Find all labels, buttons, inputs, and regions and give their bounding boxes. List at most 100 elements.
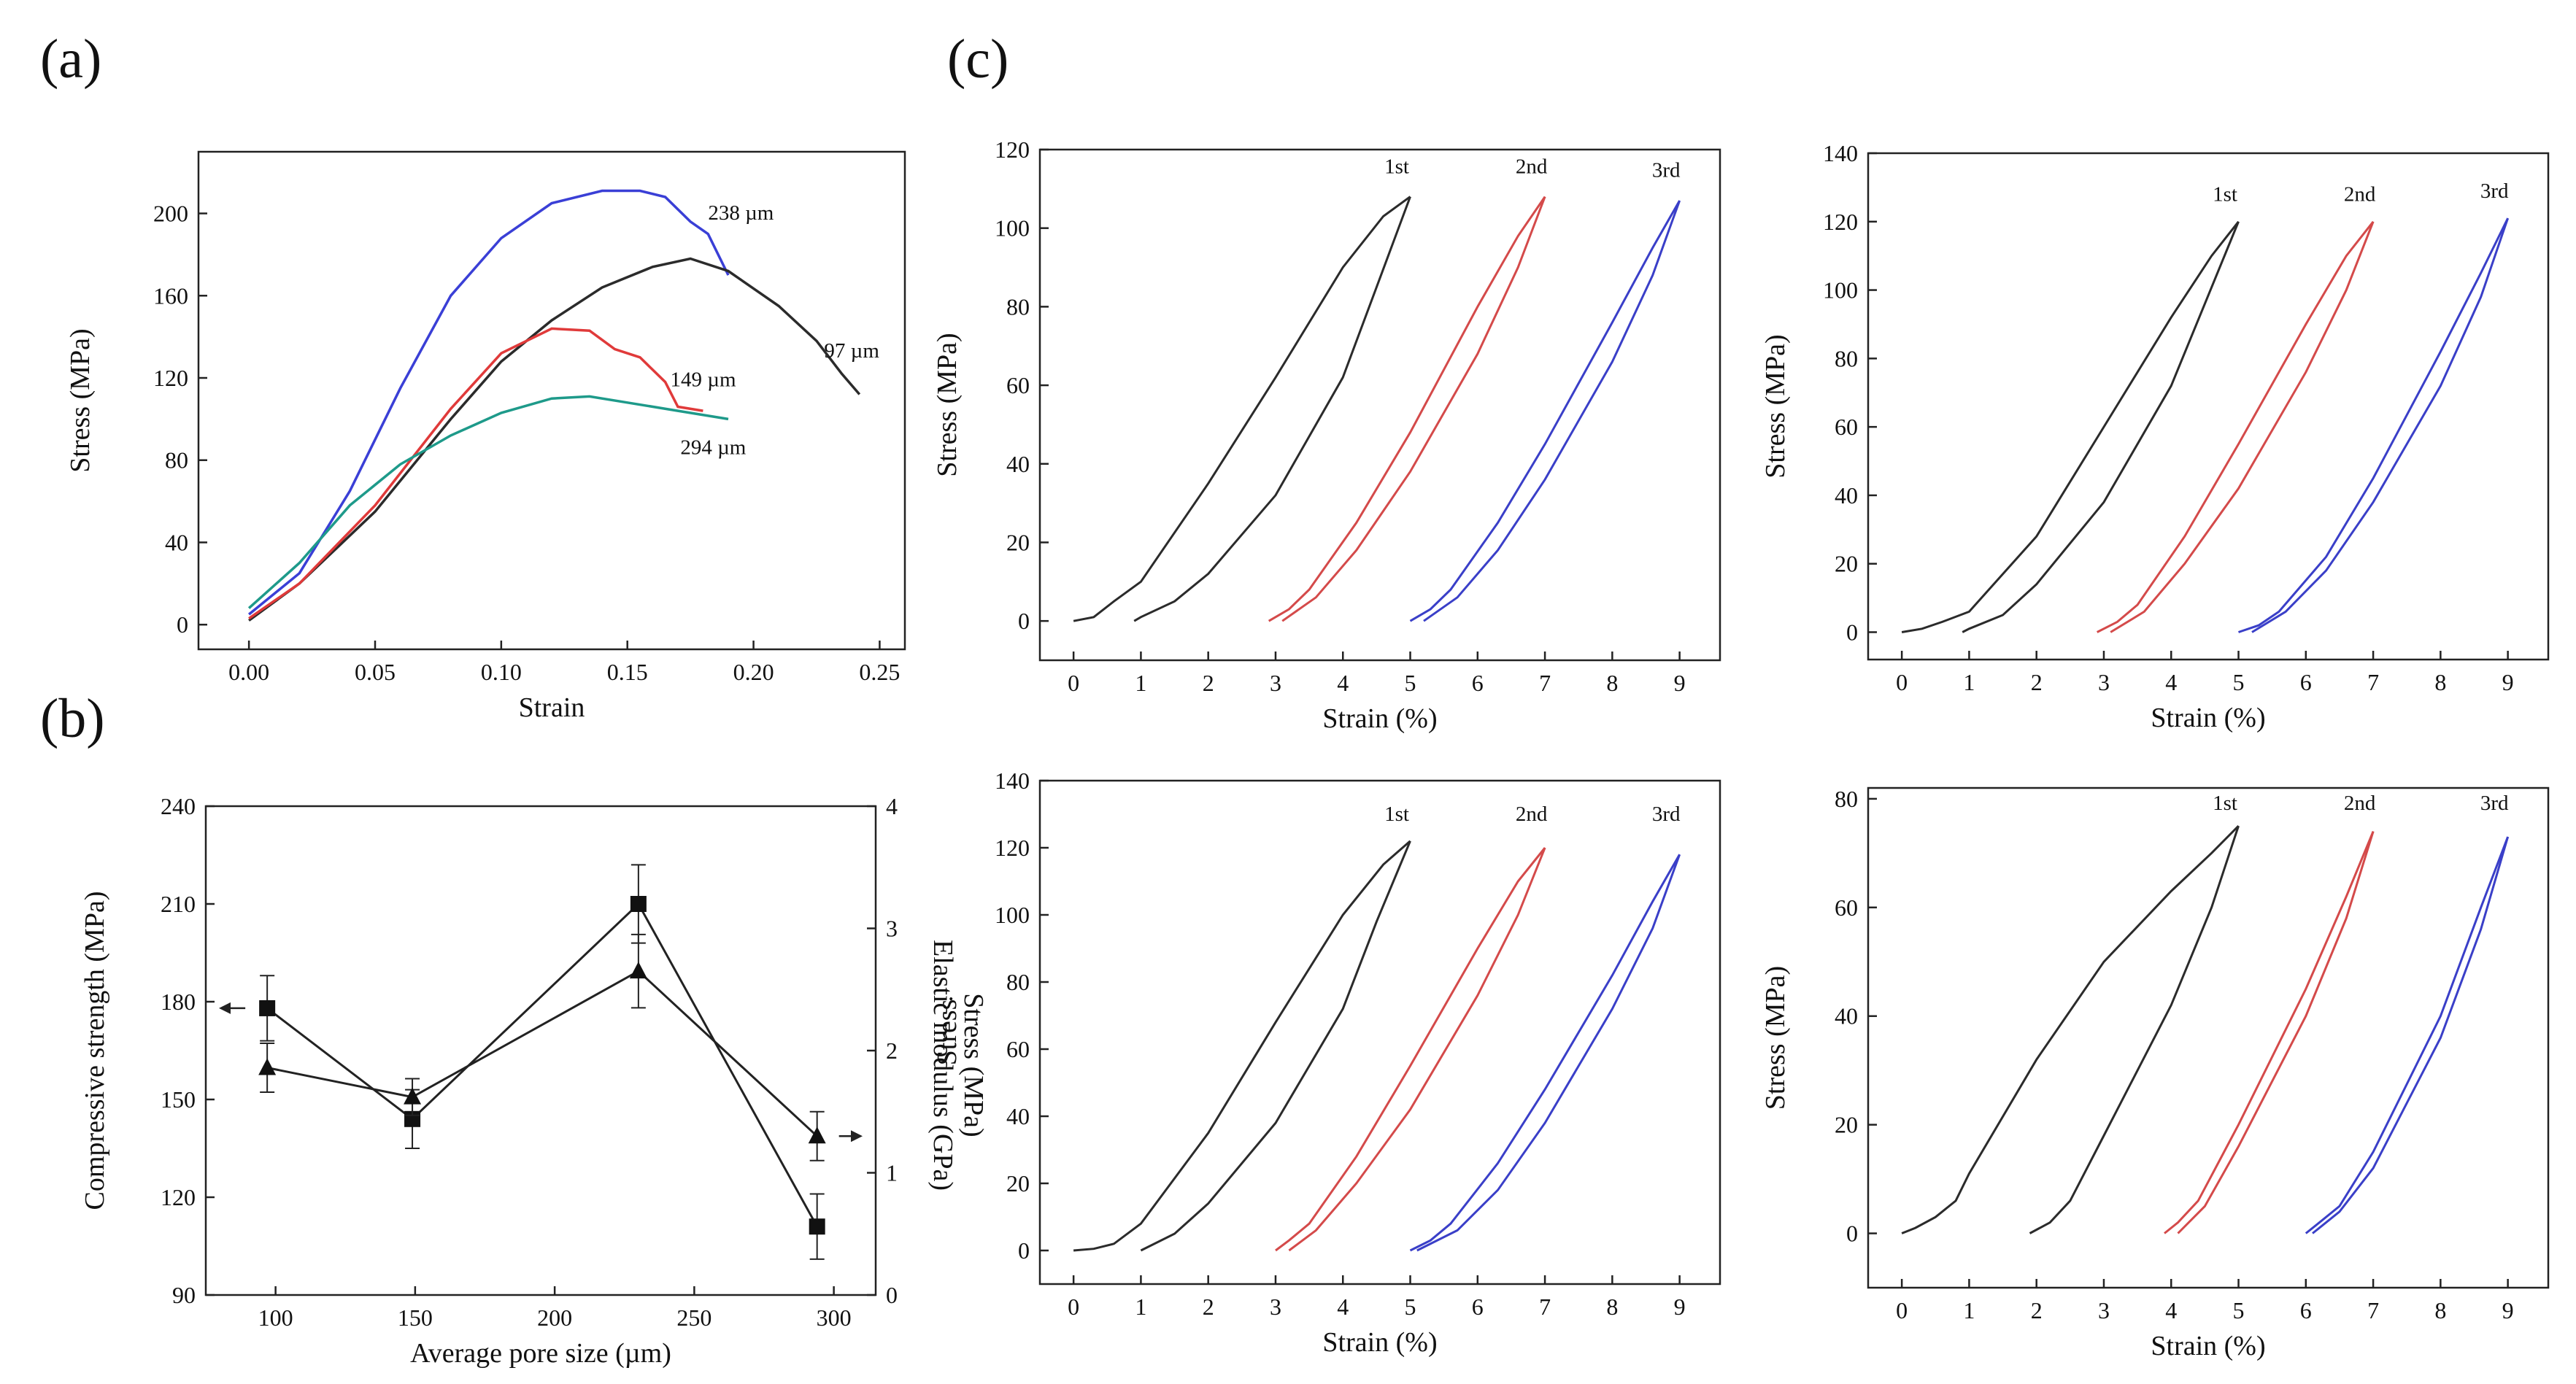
marker-triangle (404, 1087, 422, 1105)
x-tick-label-c3: 1 (1135, 1294, 1146, 1320)
series-label: 149 µm (670, 368, 736, 391)
y-tick-label-c2: 80 (1835, 345, 1858, 371)
cycle-label: 1st (1384, 155, 1409, 178)
y-tick-label-a: 80 (165, 447, 188, 473)
x-axis-label-c1: Strain (%) (1322, 703, 1437, 734)
cycle-unload-1 (2177, 831, 2375, 1234)
x-tick-label-c4: 6 (2300, 1297, 2312, 1323)
panel-label-a: (a) (40, 28, 102, 90)
x-tick-label-c1: 6 (1472, 670, 1484, 696)
x-axis-label-b: Average pore size (µm) (410, 1338, 671, 1369)
x-tick-label-c4: 8 (2434, 1297, 2446, 1323)
x-tick-label-c4: 9 (2502, 1297, 2514, 1323)
x-tick-label-c2: 1 (1963, 669, 1975, 695)
cycle-label: 2nd (1516, 155, 1548, 178)
x-tick-label-c2: 2 (2031, 669, 2043, 695)
x-tick-label-c3: 7 (1539, 1294, 1551, 1320)
y-right-tick-label: 1 (886, 1160, 898, 1186)
x-tick-label-b: 250 (676, 1304, 712, 1331)
x-tick-label-c2: 3 (2098, 669, 2110, 695)
x-tick-label-b: 150 (398, 1304, 433, 1331)
y-tick-label-b: 150 (161, 1086, 196, 1113)
cycle-load-2 (2238, 217, 2509, 633)
y-tick-label-c2: 0 (1846, 619, 1858, 645)
y-tick-label-c1: 100 (995, 215, 1030, 241)
x-tick-label-c3: 9 (1674, 1294, 1686, 1320)
x-tick-label-b: 200 (537, 1304, 572, 1331)
x-axis-label-a: Strain (519, 692, 585, 723)
y-axis-label-c4: Stress (MPa) (1760, 966, 1791, 1110)
x-tick-label-a: 0.25 (859, 659, 900, 685)
series-line-1 (248, 257, 861, 622)
cycle-label: 2nd (1516, 803, 1548, 826)
x-tick-label-a: 0.20 (733, 659, 774, 685)
y-tick-label-a: 160 (153, 282, 188, 309)
x-tick-label-c4: 7 (2367, 1297, 2379, 1323)
y-tick-label-c4: 80 (1835, 786, 1858, 812)
cycle-unload-1 (2110, 221, 2375, 633)
plot-frame-c3 (1038, 779, 1721, 1286)
series-line-2 (248, 327, 703, 620)
y-tick-label-b: 120 (161, 1184, 196, 1210)
y-tick-label-a: 40 (165, 529, 188, 555)
marker-square (259, 1000, 276, 1016)
series-label: 97 µm (824, 339, 879, 363)
y-tick-label-c3: 60 (1006, 1036, 1030, 1062)
cycle-load-2 (1409, 854, 1681, 1252)
y-tick-label-c4: 60 (1835, 894, 1858, 921)
cycle-unload-2 (2312, 836, 2510, 1234)
y-tick-label-c4: 20 (1835, 1112, 1858, 1138)
y-tick-label-c2: 100 (1823, 277, 1858, 304)
x-tick-label-c1: 5 (1405, 670, 1416, 696)
x-tick-label-c2: 7 (2367, 669, 2379, 695)
cycle-load-0 (1901, 825, 2240, 1234)
marker-triangle (629, 962, 647, 979)
y-tick-label-c1: 80 (1006, 293, 1030, 320)
x-tick-label-c4: 0 (1896, 1297, 1908, 1323)
series-line-0 (247, 189, 730, 616)
cycle-unload-2 (1416, 854, 1681, 1252)
cycle-load-1 (2164, 831, 2375, 1234)
y-tick-label-a: 120 (153, 365, 188, 391)
x-axis-label-c3: Strain (%) (1322, 1327, 1437, 1358)
marker-triangle (258, 1058, 277, 1075)
cycle-unload-1 (1288, 847, 1546, 1252)
x-tick-label-c4: 1 (1963, 1297, 1975, 1323)
x-tick-label-a: 0.15 (607, 659, 648, 685)
x-tick-label-b: 100 (258, 1304, 293, 1331)
series-line-1 (266, 970, 818, 1137)
marker-square (809, 1218, 825, 1235)
plot-frame-a (197, 150, 906, 651)
cycle-label: 1st (2213, 792, 2237, 815)
right-axis-arrowhead (851, 1130, 863, 1143)
y-axis-label-b: Compressive strength (MPa) (80, 892, 110, 1210)
y-right-tick-label: 3 (886, 916, 898, 942)
y-right-tick-label: 0 (886, 1282, 898, 1308)
x-tick-label-c1: 3 (1270, 670, 1281, 696)
x-axis-label-c4: Strain (%) (2151, 1331, 2265, 1361)
y-tick-label-c2: 40 (1835, 482, 1858, 509)
series-label: 238 µm (708, 201, 774, 225)
y-tick-label-c2: 140 (1823, 140, 1858, 166)
y-right-axis-label: Elastic modulus (GPa) (928, 940, 958, 1191)
x-tick-label-c1: 4 (1337, 670, 1349, 696)
cycle-load-1 (1268, 196, 1546, 622)
x-tick-label-c1: 9 (1674, 670, 1686, 696)
cycle-label: 1st (2213, 183, 2237, 206)
y-tick-label-c1: 40 (1006, 451, 1030, 477)
series-line-3 (247, 395, 729, 609)
x-tick-label-c1: 2 (1203, 670, 1214, 696)
x-tick-label-c4: 3 (2098, 1297, 2110, 1323)
cycle-unload-0 (2029, 825, 2240, 1234)
y-tick-label-c1: 60 (1006, 372, 1030, 398)
x-tick-label-c2: 4 (2165, 669, 2177, 695)
y-tick-label-c3: 140 (995, 768, 1030, 794)
x-tick-label-c1: 1 (1135, 670, 1146, 696)
cycle-unload-0 (1133, 196, 1411, 622)
x-tick-label-c4: 5 (2233, 1297, 2245, 1323)
x-tick-label-a: 0.10 (481, 659, 522, 685)
cycle-unload-0 (1140, 840, 1411, 1252)
y-tick-label-c3: 120 (995, 835, 1030, 861)
